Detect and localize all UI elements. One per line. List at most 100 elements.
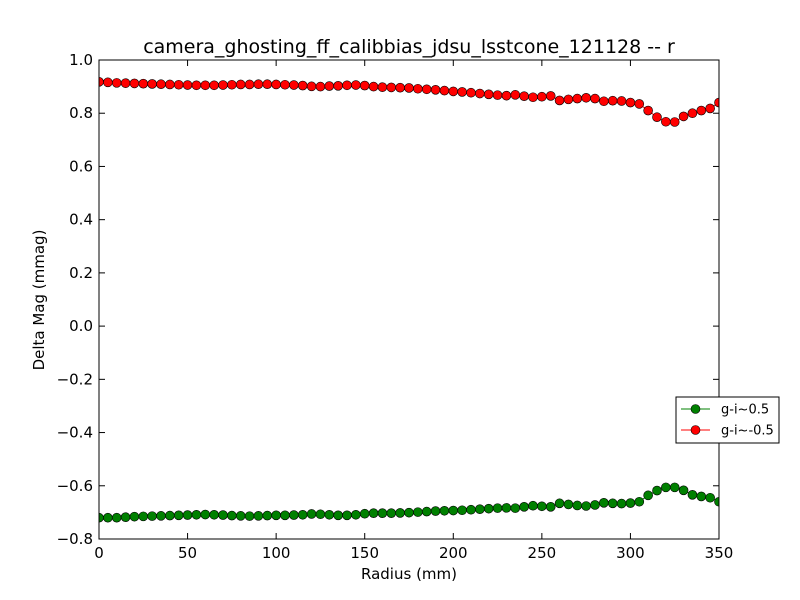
data-point <box>643 105 653 116</box>
data-point <box>501 503 512 513</box>
data-point <box>466 87 476 98</box>
data-point <box>537 501 547 512</box>
x-tick-label: 300 <box>616 544 645 562</box>
data-point <box>297 80 308 91</box>
data-point <box>315 509 326 520</box>
data-point <box>545 91 556 101</box>
data-point <box>156 511 166 521</box>
data-point <box>714 97 719 108</box>
data-point <box>705 103 715 114</box>
data-point <box>262 510 273 521</box>
data-point <box>120 512 131 522</box>
data-point <box>333 510 343 521</box>
data-point <box>111 78 122 88</box>
data-point <box>306 81 317 92</box>
data-point <box>342 510 352 521</box>
data-point <box>351 509 361 520</box>
data-point <box>218 80 228 90</box>
data-point <box>253 79 264 90</box>
data-point <box>599 96 609 107</box>
data-point <box>661 482 671 493</box>
data-point <box>227 79 237 90</box>
data-point <box>714 496 719 507</box>
data-point <box>669 482 680 493</box>
data-point <box>377 508 388 518</box>
data-point <box>165 79 175 90</box>
plot-area: 0 50 100 150 200 250 300 350 −0.8 −0.6 −0.4 −0.2 0.0… <box>57 51 734 562</box>
data-point <box>244 79 255 90</box>
y-axis-title: Delta Mag (mmag) <box>30 230 48 371</box>
data-point <box>395 508 405 518</box>
y-tick-label: 0.2 <box>69 264 93 282</box>
x-tick-label: 200 <box>439 544 468 562</box>
data-point <box>439 85 450 96</box>
y-tick-label: −0.6 <box>57 477 93 495</box>
data-point <box>244 511 255 521</box>
data-point <box>572 500 583 511</box>
data-point <box>227 510 237 521</box>
data-point <box>218 510 228 520</box>
data-point <box>413 507 423 517</box>
data-point <box>103 77 113 88</box>
x-tick-label: 150 <box>350 544 379 562</box>
data-point <box>466 504 476 515</box>
data-point <box>200 80 211 91</box>
data-point <box>599 498 609 508</box>
data-point <box>545 502 556 512</box>
x-tick-label: 0 <box>94 544 104 562</box>
data-point <box>501 90 512 101</box>
data-point <box>563 94 574 105</box>
data-point <box>705 492 715 503</box>
data-point <box>421 506 432 517</box>
data-point <box>386 82 397 93</box>
plot-frame <box>98 59 720 540</box>
data-point <box>297 509 308 520</box>
data-point <box>129 511 140 522</box>
data-point <box>111 512 122 523</box>
data-point <box>262 79 273 90</box>
data-point <box>696 105 707 116</box>
data-point <box>678 111 689 122</box>
data-point <box>430 85 441 95</box>
data-point <box>590 500 600 510</box>
data-point <box>519 502 529 512</box>
x-tick-label: 350 <box>705 544 734 562</box>
data-point <box>368 81 379 92</box>
data-point <box>687 108 698 119</box>
data-point <box>147 79 157 89</box>
data-point <box>492 90 503 100</box>
data-point <box>510 90 521 100</box>
series-1 <box>99 482 719 523</box>
data-point <box>581 501 591 511</box>
data-point <box>421 84 432 95</box>
x-tick-label: 50 <box>178 544 197 562</box>
data-point <box>138 78 149 89</box>
x-tick-label: 250 <box>528 544 557 562</box>
data-point <box>634 99 645 109</box>
data-point <box>475 88 485 99</box>
data-point <box>395 82 405 93</box>
data-point <box>634 496 645 507</box>
data-point <box>404 83 414 93</box>
data-point <box>289 510 299 520</box>
data-point <box>537 91 547 102</box>
data-point <box>200 509 211 520</box>
data-point <box>696 491 707 502</box>
y-tick-label: 0.0 <box>69 317 93 335</box>
data-point <box>280 510 290 521</box>
y-tick-label: −0.2 <box>57 370 93 388</box>
data-point <box>643 490 653 501</box>
legend-marker <box>690 404 701 414</box>
data-point <box>386 508 397 518</box>
data-point <box>554 498 565 509</box>
data-point <box>652 485 662 496</box>
data-point <box>483 503 494 514</box>
data-point <box>572 93 583 104</box>
data-point <box>351 80 361 90</box>
data-point <box>625 97 636 108</box>
data-point <box>377 82 388 92</box>
x-tick-label: 100 <box>262 544 291 562</box>
data-point <box>687 490 698 500</box>
data-point <box>448 86 459 97</box>
data-point <box>661 116 671 127</box>
